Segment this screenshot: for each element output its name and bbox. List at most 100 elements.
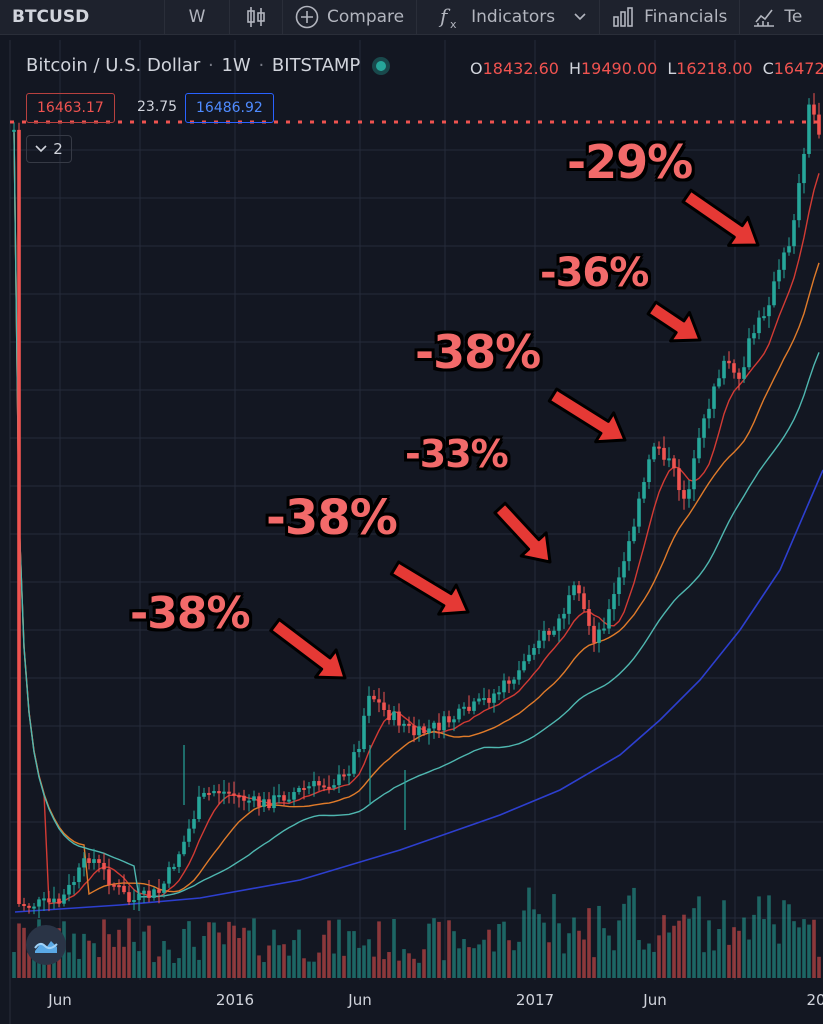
financials-label: Financials bbox=[644, 7, 728, 27]
candles-icon bbox=[247, 7, 265, 27]
candle-body bbox=[52, 898, 56, 903]
volume-bar bbox=[17, 923, 21, 978]
volume-bar bbox=[612, 950, 616, 978]
volume-bar bbox=[267, 945, 271, 978]
volume-bar bbox=[707, 920, 711, 978]
candle-body bbox=[212, 791, 216, 794]
candle-body bbox=[692, 458, 696, 490]
volume-bar bbox=[257, 955, 261, 978]
candle-body bbox=[187, 828, 191, 842]
candle-body bbox=[772, 281, 776, 306]
volume-bar bbox=[357, 947, 361, 978]
volume-bar bbox=[657, 935, 661, 978]
volume-bar bbox=[777, 943, 781, 978]
candle-body bbox=[792, 220, 796, 247]
candle-body bbox=[147, 890, 151, 898]
volume-bar bbox=[472, 948, 476, 978]
candle-body bbox=[82, 858, 86, 868]
volume-bar bbox=[382, 959, 386, 978]
volume-bar bbox=[22, 927, 26, 978]
candle-body bbox=[132, 900, 136, 903]
volume-bar bbox=[157, 956, 161, 978]
candle-body bbox=[702, 418, 706, 438]
candle-body bbox=[727, 360, 731, 364]
volume-bar bbox=[397, 960, 401, 978]
candle-body bbox=[72, 882, 76, 885]
volume-bar bbox=[87, 940, 91, 978]
candle-body bbox=[262, 799, 266, 807]
volume-bar bbox=[492, 951, 496, 978]
annotation-label: -36% bbox=[540, 250, 649, 296]
svg-text:x: x bbox=[450, 18, 457, 30]
volume-bar bbox=[432, 918, 436, 978]
open-value: 18432.60 bbox=[482, 59, 559, 78]
volume-bar bbox=[317, 952, 321, 978]
volume-bar bbox=[547, 942, 551, 978]
interval-button[interactable]: W bbox=[165, 0, 230, 34]
bid-price-box[interactable]: 16463.17 bbox=[26, 93, 115, 123]
candle-body bbox=[22, 904, 26, 907]
chart-type-button[interactable] bbox=[230, 0, 283, 34]
collapse-indicators-button[interactable]: 2 bbox=[26, 135, 72, 163]
volume-bar bbox=[747, 939, 751, 978]
arrow-shape bbox=[646, 300, 702, 343]
candle-body bbox=[227, 791, 231, 794]
candle-body bbox=[537, 640, 541, 649]
candle-body bbox=[32, 906, 36, 909]
chevron-down-icon[interactable] bbox=[573, 12, 587, 22]
candle-body bbox=[672, 458, 676, 469]
candle-body bbox=[37, 899, 41, 907]
volume-bar bbox=[437, 921, 441, 978]
candle-body bbox=[467, 706, 471, 711]
candle-body bbox=[402, 723, 406, 726]
volume-bar bbox=[512, 950, 516, 978]
volume-bar bbox=[632, 887, 636, 978]
volume-bar bbox=[102, 919, 106, 978]
candle-body bbox=[327, 786, 331, 789]
candle-body bbox=[492, 693, 496, 703]
annotation-arrow bbox=[493, 501, 552, 564]
volume-bar bbox=[367, 939, 371, 978]
volume-bar bbox=[597, 905, 601, 978]
compare-button[interactable]: Compare bbox=[283, 0, 418, 34]
candle-body bbox=[642, 482, 646, 499]
volume-bar bbox=[292, 940, 296, 978]
tradingview-logo-icon[interactable] bbox=[26, 925, 66, 965]
candle-body bbox=[457, 708, 461, 720]
candle-body bbox=[277, 795, 281, 798]
symbol-search[interactable]: BTCUSD bbox=[0, 0, 165, 34]
candle-body bbox=[802, 153, 806, 184]
annotation-label: -38% bbox=[130, 588, 251, 639]
volume-bar bbox=[252, 918, 256, 978]
symbol-label: BTCUSD bbox=[12, 7, 90, 27]
volume-bar bbox=[602, 928, 606, 978]
candle-body bbox=[532, 648, 536, 655]
candle-body bbox=[777, 269, 781, 282]
candle-body bbox=[107, 869, 111, 885]
candle-body bbox=[237, 795, 241, 798]
candle-body bbox=[202, 792, 206, 797]
volume-bar bbox=[77, 958, 81, 978]
annotation-arrow bbox=[389, 560, 470, 616]
candle-body bbox=[67, 884, 71, 895]
financials-button[interactable]: Financials bbox=[600, 0, 741, 34]
candle-body bbox=[647, 459, 651, 483]
candle-body bbox=[292, 792, 296, 800]
candle-body bbox=[162, 883, 166, 893]
volume-bar bbox=[137, 951, 141, 978]
candle-body bbox=[527, 654, 531, 662]
volume-bar bbox=[752, 914, 756, 978]
candle-body bbox=[427, 728, 431, 734]
volume-bar bbox=[647, 943, 651, 978]
templates-button[interactable]: Te bbox=[740, 0, 814, 34]
volume-bar bbox=[162, 941, 166, 978]
ask-price-box[interactable]: 16486.92 bbox=[185, 93, 274, 123]
volume-bar bbox=[497, 924, 501, 978]
candle-body bbox=[217, 791, 221, 794]
volume-bar bbox=[672, 925, 676, 978]
candle-body bbox=[442, 716, 446, 731]
volume-bar bbox=[457, 948, 461, 978]
